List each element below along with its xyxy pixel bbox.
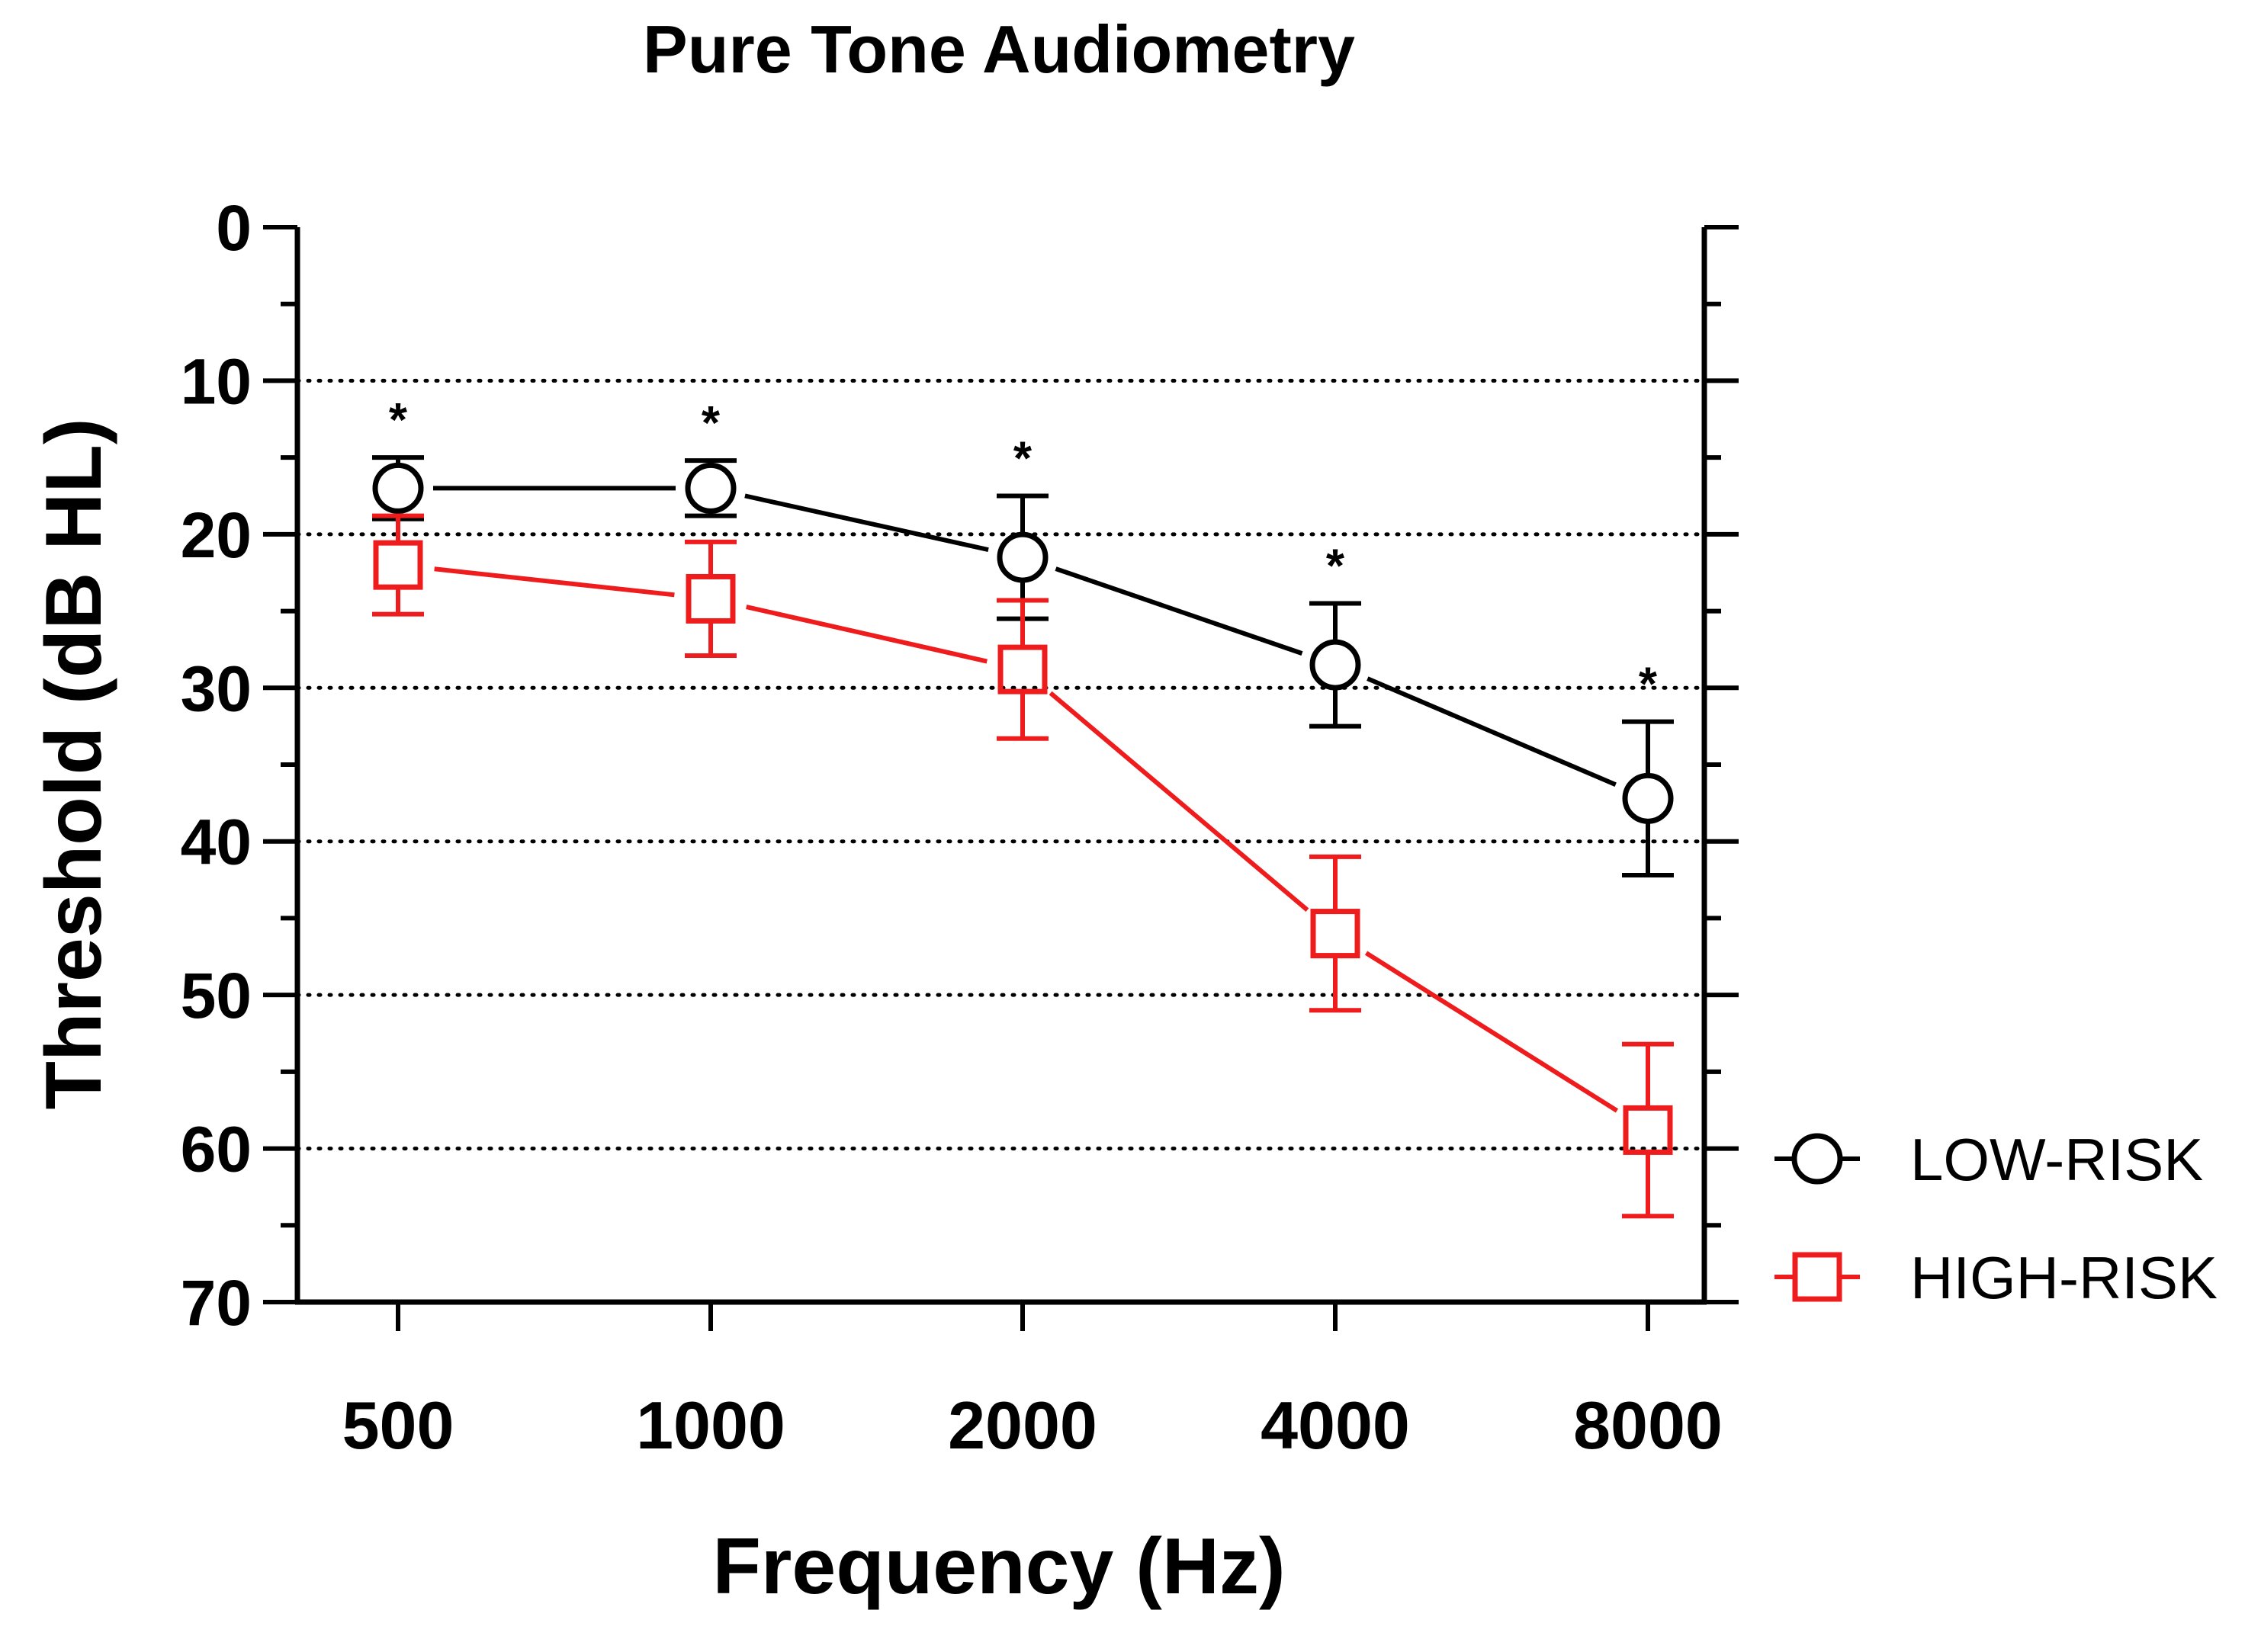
x-tick-label: 1000	[636, 1387, 785, 1463]
chart-title: Pure Tone Audiometry	[643, 11, 1355, 87]
y-axis-ticks: 0 10 20 30 40 50 60 70	[181, 192, 1739, 1339]
significance-asterisk: *	[702, 397, 721, 450]
legend: LOW-RISK HIGH-RISK	[1774, 1126, 2218, 1311]
legend-label: HIGH-RISK	[1910, 1244, 2218, 1311]
series-line-segment	[1055, 566, 1303, 656]
series-line-segment	[746, 605, 988, 664]
series-low-risk	[372, 455, 1674, 878]
series-line-segment	[434, 566, 675, 598]
data-point-square	[997, 644, 1048, 694]
y-tick-label: 70	[181, 1267, 252, 1339]
y-tick-label: 40	[181, 807, 252, 878]
y-tick-label: 60	[181, 1114, 252, 1185]
legend-item-high-risk: HIGH-RISK	[1774, 1244, 2218, 1311]
data-point-circle	[997, 531, 1049, 583]
significance-asterisk: *	[1013, 433, 1033, 486]
series-line-segment	[1049, 691, 1309, 912]
series-high-risk	[372, 513, 1674, 1219]
significance-asterisk: *	[1639, 659, 1658, 711]
x-tick-label: 2000	[948, 1387, 1097, 1463]
data-point-circle	[685, 462, 737, 514]
y-axis-label: Threshold (dB HL)	[30, 418, 118, 1109]
x-tick-label: 500	[342, 1387, 454, 1463]
x-axis-label: Frequency (Hz)	[712, 1522, 1285, 1611]
series-line-segment	[1364, 951, 1619, 1113]
y-tick-label: 0	[216, 192, 252, 264]
data-point-circle	[1622, 772, 1674, 824]
data-point-square	[686, 573, 736, 624]
series-line-segment	[1367, 676, 1617, 787]
legend-label: LOW-RISK	[1910, 1126, 2203, 1193]
y-tick-label: 20	[181, 499, 252, 571]
data-series	[372, 455, 1674, 1219]
x-tick-label: 4000	[1261, 1387, 1410, 1463]
significance-asterisk: *	[389, 394, 408, 447]
axes	[294, 227, 1707, 1305]
x-axis-ticks: 500 1000 2000 4000 8000	[342, 1302, 1723, 1463]
series-line-segment	[744, 493, 989, 553]
data-point-circle	[372, 462, 424, 514]
x-tick-label: 8000	[1573, 1387, 1723, 1463]
legend-item-low-risk: LOW-RISK	[1774, 1126, 2203, 1193]
data-point-square	[1623, 1105, 1673, 1155]
y-tick-label: 50	[181, 960, 252, 1031]
data-point-circle	[1309, 639, 1361, 691]
significance-marks: * * * * *	[389, 394, 1658, 711]
data-point-square	[1310, 909, 1360, 959]
y-tick-label: 30	[181, 653, 252, 724]
significance-asterisk: *	[1326, 541, 1345, 593]
y-tick-label: 10	[181, 345, 252, 417]
legend-marker-square	[1792, 1252, 1842, 1302]
data-point-square	[373, 540, 423, 590]
legend-marker-circle	[1791, 1133, 1843, 1185]
